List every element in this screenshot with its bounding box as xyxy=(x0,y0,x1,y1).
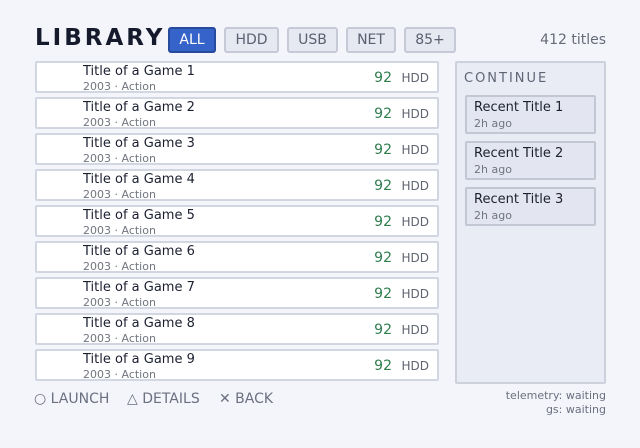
game-meta: 2003 · Action xyxy=(83,80,156,93)
continue-title: Recent Title 1 xyxy=(474,100,564,115)
continue-title: Recent Title 3 xyxy=(474,192,564,207)
game-row[interactable]: Title of a Game 9 2003 · Action 92 HDD xyxy=(35,349,439,381)
continue-time: 2h ago xyxy=(474,209,512,222)
game-score: 92 xyxy=(374,178,392,194)
footer-action[interactable]: ✕ BACK xyxy=(219,391,274,407)
game-source: HDD xyxy=(401,107,429,121)
game-source: HDD xyxy=(401,359,429,373)
game-row[interactable]: Title of a Game 4 2003 · Action 92 HDD xyxy=(35,169,439,201)
game-source: HDD xyxy=(401,287,429,301)
footer-action[interactable]: ○ LAUNCH xyxy=(34,391,110,407)
game-source: HDD xyxy=(401,71,429,85)
status-text: gs: waiting xyxy=(545,403,606,416)
game-row[interactable]: Title of a Game 1 2003 · Action 92 HDD xyxy=(35,61,439,93)
filter-button[interactable]: HDD xyxy=(224,27,279,53)
game-title: Title of a Game 7 xyxy=(83,280,195,295)
game-meta: 2003 · Action xyxy=(83,368,156,381)
filter-button[interactable]: ALL xyxy=(168,27,216,53)
game-score: 92 xyxy=(374,106,392,122)
continue-time: 2h ago xyxy=(474,163,512,176)
game-score: 92 xyxy=(374,286,392,302)
game-score: 92 xyxy=(374,70,392,86)
game-source: HDD xyxy=(401,143,429,157)
game-source: HDD xyxy=(401,215,429,229)
game-source: HDD xyxy=(401,323,429,337)
continue-item[interactable]: Recent Title 1 2h ago xyxy=(465,95,596,134)
game-title: Title of a Game 4 xyxy=(83,172,195,187)
title-count: 412 titles xyxy=(540,32,606,48)
game-title: Title of a Game 1 xyxy=(83,64,195,79)
game-score: 92 xyxy=(374,214,392,230)
continue-item[interactable]: Recent Title 3 2h ago xyxy=(465,187,596,226)
page-title: LIBRARY xyxy=(35,25,166,51)
game-meta: 2003 · Action xyxy=(83,116,156,129)
game-meta: 2003 · Action xyxy=(83,332,156,345)
game-row[interactable]: Title of a Game 8 2003 · Action 92 HDD xyxy=(35,313,439,345)
game-source: HDD xyxy=(401,179,429,193)
continue-title: Recent Title 2 xyxy=(474,146,564,161)
game-meta: 2003 · Action xyxy=(83,260,156,273)
filter-button[interactable]: 85+ xyxy=(404,27,456,53)
game-title: Title of a Game 2 xyxy=(83,100,195,115)
game-title: Title of a Game 6 xyxy=(83,244,195,259)
game-meta: 2003 · Action xyxy=(83,188,156,201)
game-row[interactable]: Title of a Game 2 2003 · Action 92 HDD xyxy=(35,97,439,129)
game-title: Title of a Game 5 xyxy=(83,208,195,223)
game-meta: 2003 · Action xyxy=(83,152,156,165)
game-title: Title of a Game 3 xyxy=(83,136,195,151)
game-row[interactable]: Title of a Game 3 2003 · Action 92 HDD xyxy=(35,133,439,165)
game-meta: 2003 · Action xyxy=(83,296,156,309)
game-source: HDD xyxy=(401,251,429,265)
game-title: Title of a Game 8 xyxy=(83,316,195,331)
footer-action[interactable]: △ DETAILS xyxy=(127,391,200,407)
game-row[interactable]: Title of a Game 5 2003 · Action 92 HDD xyxy=(35,205,439,237)
filter-button[interactable]: USB xyxy=(287,27,338,53)
game-score: 92 xyxy=(374,322,392,338)
continue-heading: CONTINUE xyxy=(464,71,549,86)
game-score: 92 xyxy=(374,358,392,374)
game-meta: 2003 · Action xyxy=(83,224,156,237)
status-text: telemetry: waiting xyxy=(505,389,606,402)
game-score: 92 xyxy=(374,142,392,158)
game-score: 92 xyxy=(374,250,392,266)
continue-item[interactable]: Recent Title 2 2h ago xyxy=(465,141,596,180)
game-row[interactable]: Title of a Game 6 2003 · Action 92 HDD xyxy=(35,241,439,273)
game-title: Title of a Game 9 xyxy=(83,352,195,367)
continue-time: 2h ago xyxy=(474,117,512,130)
game-row[interactable]: Title of a Game 7 2003 · Action 92 HDD xyxy=(35,277,439,309)
filter-button[interactable]: NET xyxy=(346,27,396,53)
